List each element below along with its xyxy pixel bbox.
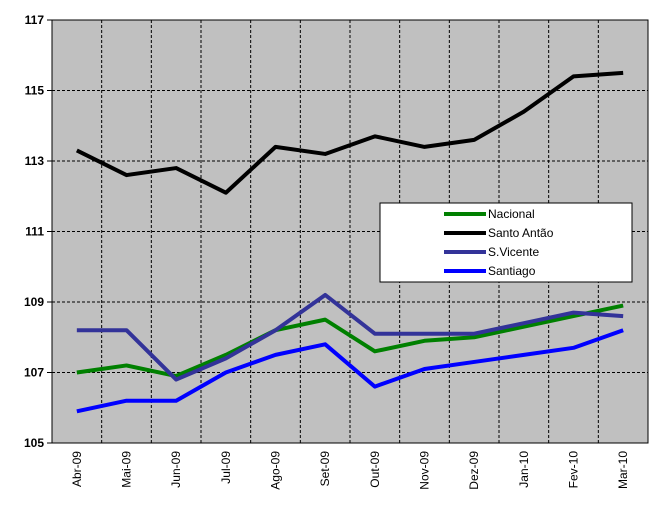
x-tick-label: Nov-09 [418, 451, 432, 490]
x-tick-label: Set-09 [318, 451, 332, 487]
y-tick-label: 113 [25, 154, 45, 168]
y-tick-label: 117 [25, 13, 45, 27]
x-tick-label: Mar-10 [616, 451, 630, 489]
y-tick-label: 115 [25, 84, 45, 98]
legend-label: Santo Antão [488, 226, 554, 240]
y-tick-label: 111 [25, 225, 44, 239]
x-tick-label: Dez-09 [467, 451, 481, 490]
x-tick-label: Ago-09 [269, 451, 283, 490]
x-tick-label: Abr-09 [70, 451, 84, 487]
x-tick-label: Jun-09 [169, 451, 183, 488]
x-tick-label: Out-09 [368, 451, 382, 488]
series-line [76, 328, 624, 414]
legend-label: S.Vicente [488, 245, 539, 259]
legend-box [379, 202, 633, 283]
x-tick-label: Mai-09 [120, 451, 134, 488]
series-line [76, 303, 624, 379]
x-tick-label: Jan-10 [517, 451, 531, 488]
legend-label: Santiago [488, 264, 536, 278]
y-tick-label: 107 [24, 366, 44, 380]
y-tick-label: 109 [24, 295, 44, 309]
legend-label: Nacional [488, 207, 535, 221]
y-tick-label: 105 [24, 436, 44, 450]
series-line [75, 70, 624, 195]
series-line [76, 292, 624, 382]
x-tick-label: Fev-10 [567, 451, 581, 489]
x-tick-label: Jul-09 [219, 451, 233, 484]
